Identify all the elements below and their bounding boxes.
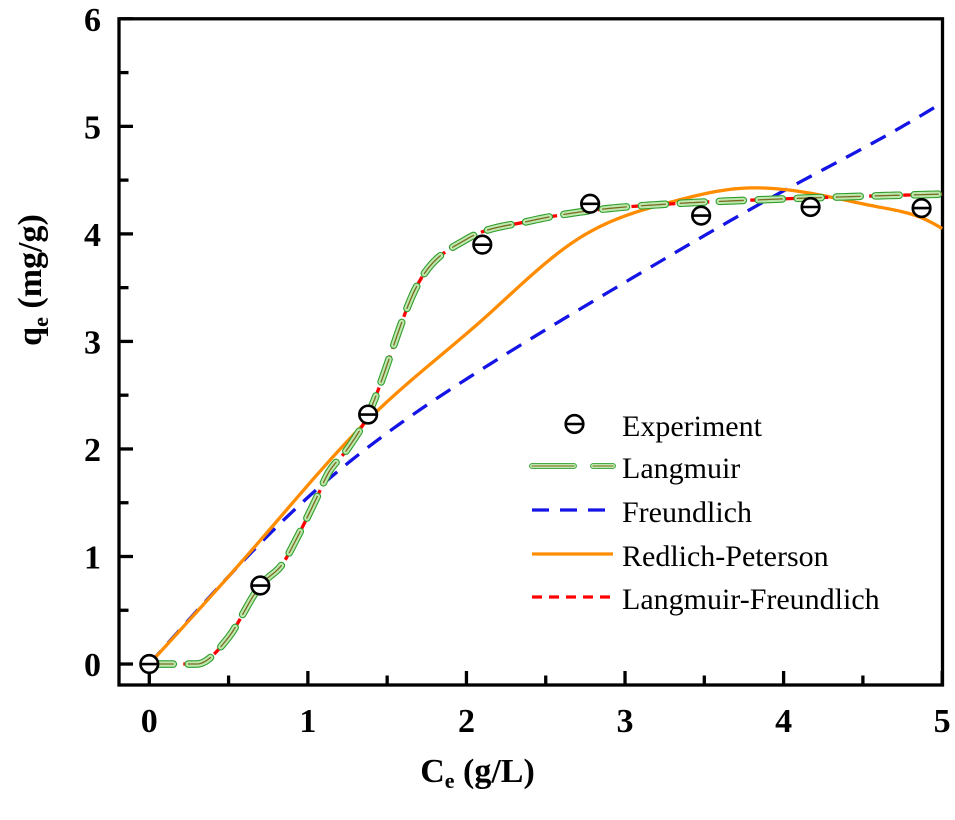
svg-text:Experiment: Experiment (622, 410, 763, 443)
svg-text:2: 2 (84, 432, 101, 469)
svg-text:Redlich-Peterson: Redlich-Peterson (622, 540, 829, 573)
svg-text:4: 4 (84, 217, 101, 254)
svg-text:Langmuir-Freundlich: Langmuir-Freundlich (622, 583, 880, 616)
svg-text:5: 5 (934, 703, 951, 740)
svg-text:3: 3 (84, 324, 101, 361)
svg-text:Langmuir: Langmuir (622, 452, 740, 485)
svg-text:0: 0 (84, 647, 101, 684)
svg-text:6: 6 (84, 2, 101, 39)
svg-text:Freundlich: Freundlich (622, 496, 752, 529)
svg-text:0: 0 (141, 703, 158, 740)
svg-text:4: 4 (775, 703, 792, 740)
svg-text:1: 1 (299, 703, 316, 740)
svg-text:3: 3 (617, 703, 634, 740)
svg-text:5: 5 (84, 109, 101, 146)
svg-text:1: 1 (84, 539, 101, 576)
svg-text:2: 2 (458, 703, 475, 740)
